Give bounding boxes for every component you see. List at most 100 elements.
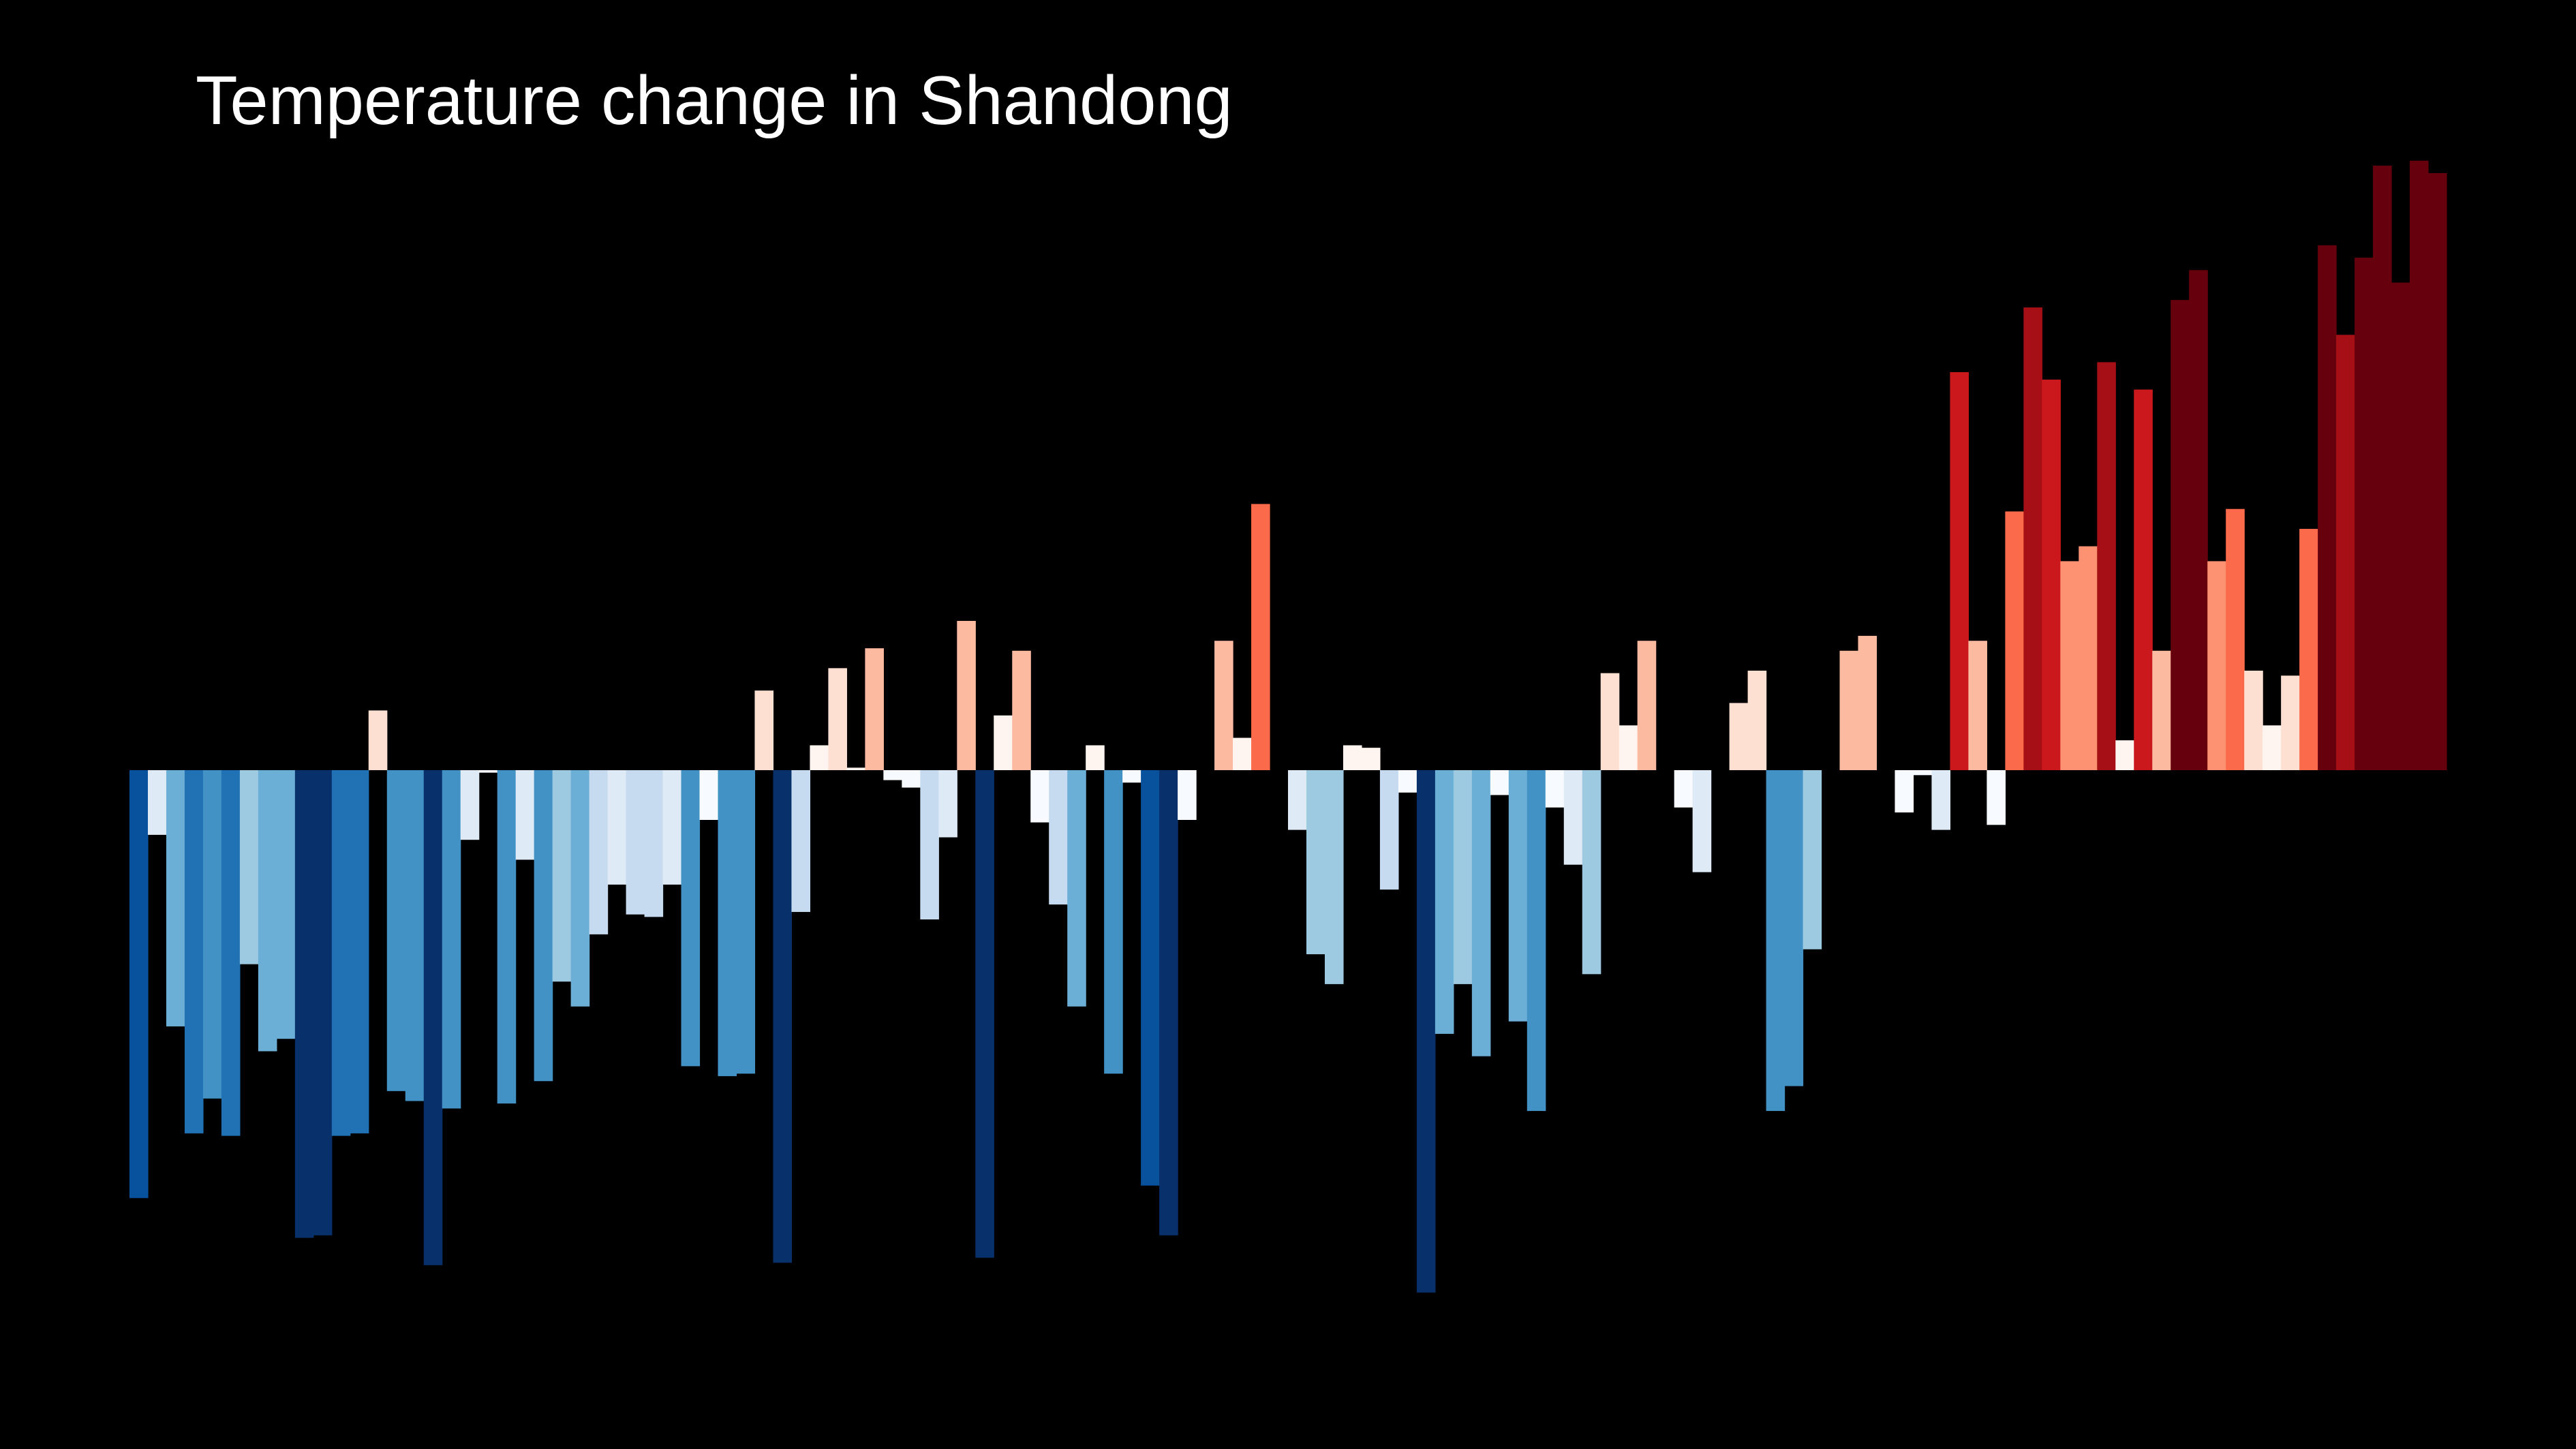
bar-12 <box>350 770 369 1133</box>
bar-31 <box>699 770 719 820</box>
bar-53 <box>1104 770 1123 1074</box>
bar-79 <box>1582 770 1601 975</box>
bar-110 <box>2152 650 2171 770</box>
bar-91 <box>1803 770 1822 949</box>
bar-43 <box>920 770 939 919</box>
bar-50 <box>1049 770 1068 905</box>
bar-10 <box>313 770 333 1236</box>
bar-114 <box>2226 508 2245 770</box>
bar-41 <box>883 770 902 780</box>
bar-33 <box>736 770 756 1074</box>
bar-1 <box>147 770 167 835</box>
bar-48 <box>1012 650 1031 770</box>
bar-36 <box>791 770 811 913</box>
bar-65 <box>1324 770 1344 984</box>
bar-113 <box>2207 561 2226 770</box>
bar-116 <box>2263 725 2282 770</box>
bar-121 <box>2355 258 2374 771</box>
bar-39 <box>846 767 865 770</box>
bar-80 <box>1600 673 1620 770</box>
bar-14 <box>386 770 406 1091</box>
bar-52 <box>1086 745 1105 770</box>
bar-30 <box>681 770 701 1067</box>
bar-32 <box>718 770 737 1076</box>
bar-24 <box>570 770 590 1007</box>
bar-2 <box>166 770 185 1026</box>
bar-70 <box>1416 770 1436 1293</box>
bar-89 <box>1766 770 1785 1112</box>
bar-72 <box>1453 770 1473 984</box>
bar-7 <box>258 770 277 1052</box>
bar-104 <box>2042 379 2061 770</box>
bar-29 <box>662 770 682 885</box>
bar-77 <box>1545 770 1565 808</box>
bar-64 <box>1306 770 1325 955</box>
bar-6 <box>239 770 259 964</box>
bar-55 <box>1141 770 1160 1186</box>
bar-22 <box>534 770 553 1082</box>
bar-27 <box>626 770 645 915</box>
bar-60 <box>1233 737 1252 770</box>
bar-101 <box>1987 770 2006 825</box>
bar-57 <box>1178 770 1197 820</box>
bar-96 <box>1895 770 1914 813</box>
bar-40 <box>865 648 884 770</box>
bar-0 <box>129 770 149 1198</box>
bar-108 <box>2115 740 2134 770</box>
bar-75 <box>1508 770 1528 1022</box>
bar-23 <box>552 770 572 982</box>
chart-title: Temperature change in Shandong <box>196 63 1233 139</box>
bar-3 <box>184 770 204 1133</box>
bar-18 <box>460 770 480 840</box>
bar-44 <box>938 770 957 838</box>
bar-15 <box>405 770 425 1101</box>
bar-85 <box>1692 770 1712 872</box>
bar-5 <box>221 770 241 1136</box>
bar-88 <box>1747 671 1767 770</box>
bar-63 <box>1288 770 1307 830</box>
bar-84 <box>1674 770 1693 808</box>
bar-123 <box>2391 282 2410 771</box>
bar-47 <box>994 715 1013 770</box>
bar-107 <box>2097 362 2116 770</box>
bar-122 <box>2373 166 2392 771</box>
bar-98 <box>1931 770 1951 830</box>
bar-8 <box>276 770 296 1039</box>
bar-87 <box>1729 703 1749 770</box>
bar-37 <box>810 745 829 770</box>
bar-28 <box>644 770 664 917</box>
bar-97 <box>1913 770 1933 776</box>
bar-76 <box>1527 770 1546 1112</box>
bar-61 <box>1251 504 1270 770</box>
bar-13 <box>368 710 388 770</box>
bar-34 <box>754 690 774 770</box>
bar-56 <box>1159 770 1178 1236</box>
bar-19 <box>478 770 498 773</box>
bar-74 <box>1490 770 1509 795</box>
bar-71 <box>1435 770 1454 1034</box>
bar-93 <box>1839 650 1859 770</box>
bar-73 <box>1471 770 1491 1056</box>
bar-90 <box>1784 770 1804 1086</box>
bar-117 <box>2281 675 2300 770</box>
bar-81 <box>1619 725 1638 770</box>
bar-68 <box>1379 770 1399 890</box>
bar-46 <box>975 770 994 1258</box>
bar-78 <box>1563 770 1583 865</box>
bar-11 <box>331 770 351 1136</box>
bar-119 <box>2318 245 2337 771</box>
bar-105 <box>2060 561 2079 770</box>
bar-16 <box>423 770 443 1266</box>
bar-51 <box>1067 770 1086 1007</box>
bar-106 <box>2079 546 2098 770</box>
bar-35 <box>773 770 793 1263</box>
bar-100 <box>1968 641 1987 770</box>
bar-118 <box>2299 528 2318 770</box>
bar-102 <box>2005 511 2024 770</box>
bar-99 <box>1950 372 1969 770</box>
bar-125 <box>2428 173 2447 770</box>
bar-103 <box>2023 307 2042 771</box>
bar-112 <box>2189 270 2208 771</box>
bar-25 <box>589 770 609 934</box>
